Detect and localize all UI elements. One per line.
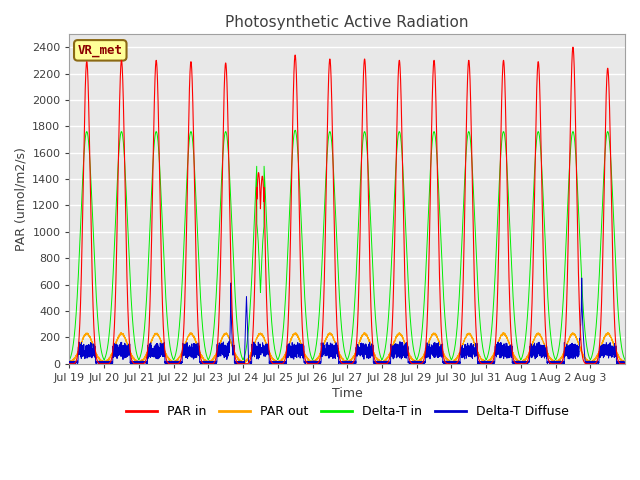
Legend: PAR in, PAR out, Delta-T in, Delta-T Diffuse: PAR in, PAR out, Delta-T in, Delta-T Dif… xyxy=(121,400,574,423)
Text: VR_met: VR_met xyxy=(78,44,123,57)
Y-axis label: PAR (umol/m2/s): PAR (umol/m2/s) xyxy=(15,147,28,251)
X-axis label: Time: Time xyxy=(332,387,363,400)
Title: Photosynthetic Active Radiation: Photosynthetic Active Radiation xyxy=(225,15,469,30)
